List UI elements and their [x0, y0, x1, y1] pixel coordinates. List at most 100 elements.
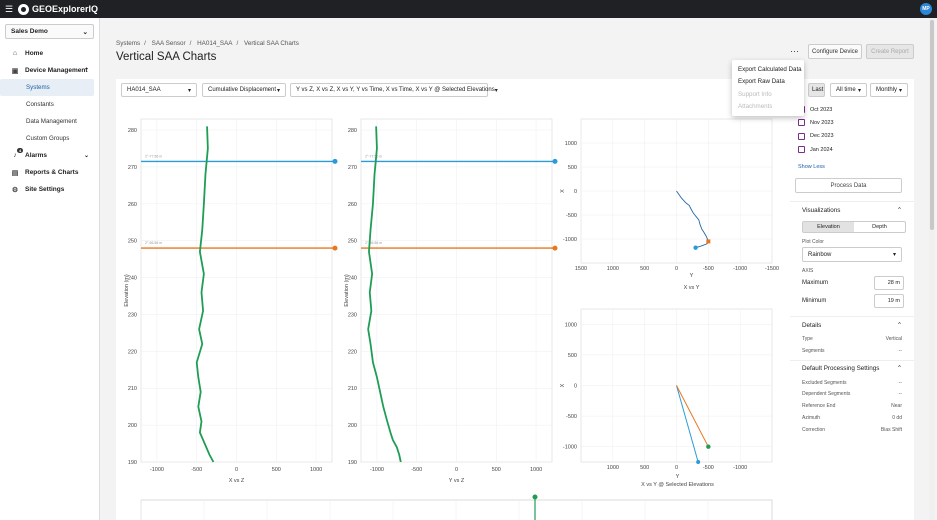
breadcrumb: Systems / SAA Sensor / HA014_SAA / Vertical…	[116, 40, 299, 47]
breadcrumb-current: Vertical SAA Charts	[243, 40, 299, 47]
month-item[interactable]: Oct 2023	[790, 103, 914, 116]
range-select[interactable]: All time ▾	[830, 83, 867, 97]
x-tick-label: -500	[191, 467, 202, 473]
menu-item-export-calculated[interactable]: Export Calculated Data	[738, 66, 802, 73]
org-selector[interactable]: Sales Demo ⌄	[5, 24, 94, 39]
caret-down-icon: ▾	[494, 87, 498, 94]
y-tick-label: 280	[128, 128, 137, 134]
caret-down-icon: ▾	[187, 87, 191, 94]
last-toggle[interactable]: Last	[808, 83, 825, 97]
end-marker	[706, 444, 711, 449]
y-tick-label: 210	[128, 386, 137, 392]
default-processing-header[interactable]: Default Processing Settings ⌃	[790, 359, 914, 377]
y-tick-label: 220	[128, 349, 137, 355]
sidebar-item-site-settings[interactable]: ⚙ Site Settings	[0, 181, 99, 198]
visualizations-header[interactable]: Visualizations ⌃	[790, 201, 914, 218]
sidebar-item-alarms[interactable]: ♪ 4 Alarms ⌄	[0, 147, 99, 164]
y-tick-label: 1000	[565, 322, 577, 328]
detail-row: Type Vertical	[802, 336, 902, 343]
plots-select[interactable]: Y vs Z, X vs Z, X vs Y, Y vs Time, X vs …	[290, 83, 498, 97]
tab-elevation[interactable]: Elevation	[803, 222, 854, 233]
detail-row: Segments --	[802, 347, 902, 354]
menu-item-export-raw[interactable]: Export Raw Data	[738, 78, 785, 86]
process-data-button[interactable]: Process Data	[795, 178, 902, 194]
detail-row: Correction Bias Shift	[802, 426, 902, 433]
y-tick-label: 220	[348, 349, 357, 355]
sidebar-item-device-management[interactable]: ▣ Device Management ⌃	[0, 62, 99, 79]
breadcrumb-item[interactable]: HA014_SAA	[197, 40, 233, 47]
sidebar-item-home[interactable]: ⌂ Home	[0, 45, 99, 62]
details-header[interactable]: Details ⌃	[790, 316, 914, 333]
hamburger-menu-icon[interactable]: ☰	[5, 3, 14, 14]
detail-row: Reference End Near	[802, 403, 902, 410]
page-scrollbar[interactable]	[929, 18, 935, 520]
y-tick-label: 240	[348, 276, 357, 282]
device-select[interactable]: HA014_SAA ▾	[121, 83, 197, 97]
elevation-marker-handle	[552, 158, 558, 164]
scrollbar-thumb[interactable]	[930, 20, 934, 230]
interval-select[interactable]: Monthly ▾	[870, 83, 908, 97]
elevation-marker-label: 2°-56.56 m	[145, 241, 162, 245]
elevation-marker-label: 2°-77.56 m	[145, 154, 162, 158]
bell-icon: ♪	[13, 152, 17, 159]
sidebar-subitem-systems[interactable]: Systems	[0, 79, 94, 96]
section-title: Default Processing Settings	[802, 365, 880, 373]
month-label: Jan 2024	[810, 146, 833, 153]
y-tick-label: 270	[348, 165, 357, 171]
measure-select-value: Cumulative Displacement	[208, 87, 277, 93]
checkbox[interactable]	[798, 146, 805, 154]
maximum-input[interactable]: 28 m	[874, 276, 904, 291]
breadcrumb-item[interactable]: SAA Sensor	[151, 40, 186, 47]
checkbox[interactable]	[798, 132, 805, 140]
section-title: Details	[802, 321, 822, 329]
create-report-button[interactable]: Create Report	[866, 44, 914, 59]
x-tick-label: -1500	[765, 266, 779, 272]
x-tick-label: 1000	[607, 266, 619, 272]
x-tick-label: 1500	[575, 266, 587, 272]
elevation-marker-handle	[332, 245, 338, 251]
detail-row: Azimuth 0 dd	[802, 415, 902, 422]
y-tick-label: 260	[348, 202, 357, 208]
x-tick-label: 500	[272, 467, 281, 473]
user-avatar[interactable]: MP	[920, 3, 932, 15]
breadcrumb-item[interactable]: Systems	[116, 40, 141, 47]
configure-device-button[interactable]: Configure Device	[808, 44, 862, 59]
y-tick-label: 260	[128, 202, 137, 208]
sidebar-subitem-custom-groups[interactable]: Custom Groups	[26, 135, 70, 142]
app-logo[interactable]: GEOExplorerIQ	[18, 3, 98, 15]
elevation-marker-label: 2°-56.56 m	[365, 241, 382, 245]
month-item[interactable]: Nov 2023	[790, 116, 914, 129]
month-item[interactable]: Dec 2023	[790, 130, 914, 143]
y-tick-label: 190	[128, 460, 137, 466]
sidebar-subitem-constants[interactable]: Constants	[26, 101, 54, 108]
y-tick-label: -500	[566, 213, 577, 219]
tab-depth[interactable]: Depth	[872, 224, 887, 231]
sidebar-subitem-data-management[interactable]: Data Management	[26, 118, 77, 125]
x-axis-symbol: Y	[690, 273, 694, 279]
x-axis-label: X vs Z	[229, 478, 245, 484]
show-less-link[interactable]: Show Less	[798, 164, 825, 171]
end-marker	[693, 245, 698, 250]
checkbox[interactable]	[798, 119, 805, 127]
series-line	[676, 385, 699, 463]
chevron-down-icon: ⌄	[82, 28, 88, 36]
measure-select[interactable]: Cumulative Displacement ▾	[202, 83, 286, 97]
y-tick-label: 0	[574, 189, 577, 195]
x-tick-label: -1000	[370, 467, 384, 473]
plot-color-select[interactable]: Rainbow ▾	[802, 247, 902, 263]
y-tick-label: 240	[128, 276, 137, 282]
month-item[interactable]: Jan 2024	[790, 143, 914, 156]
x-tick-label: 1000	[310, 467, 322, 473]
y-tick-label: 250	[128, 239, 137, 245]
minimum-input[interactable]: 19 m	[874, 294, 904, 309]
plot-color-value: Rainbow	[808, 251, 832, 258]
chevron-up-icon: ⌃	[83, 68, 89, 74]
caret-down-icon: ▾	[857, 87, 861, 94]
alarm-count-badge: 4	[17, 148, 24, 153]
sidebar-item-reports[interactable]: ▤ Reports & Charts	[0, 164, 99, 181]
x-tick-label: 1000	[607, 465, 619, 471]
more-options-icon[interactable]: ⋯	[790, 46, 799, 56]
time-marker-handle	[532, 494, 538, 500]
sidebar: Sales Demo ⌄ ⌂ Home ▣ Device Management …	[0, 18, 100, 520]
